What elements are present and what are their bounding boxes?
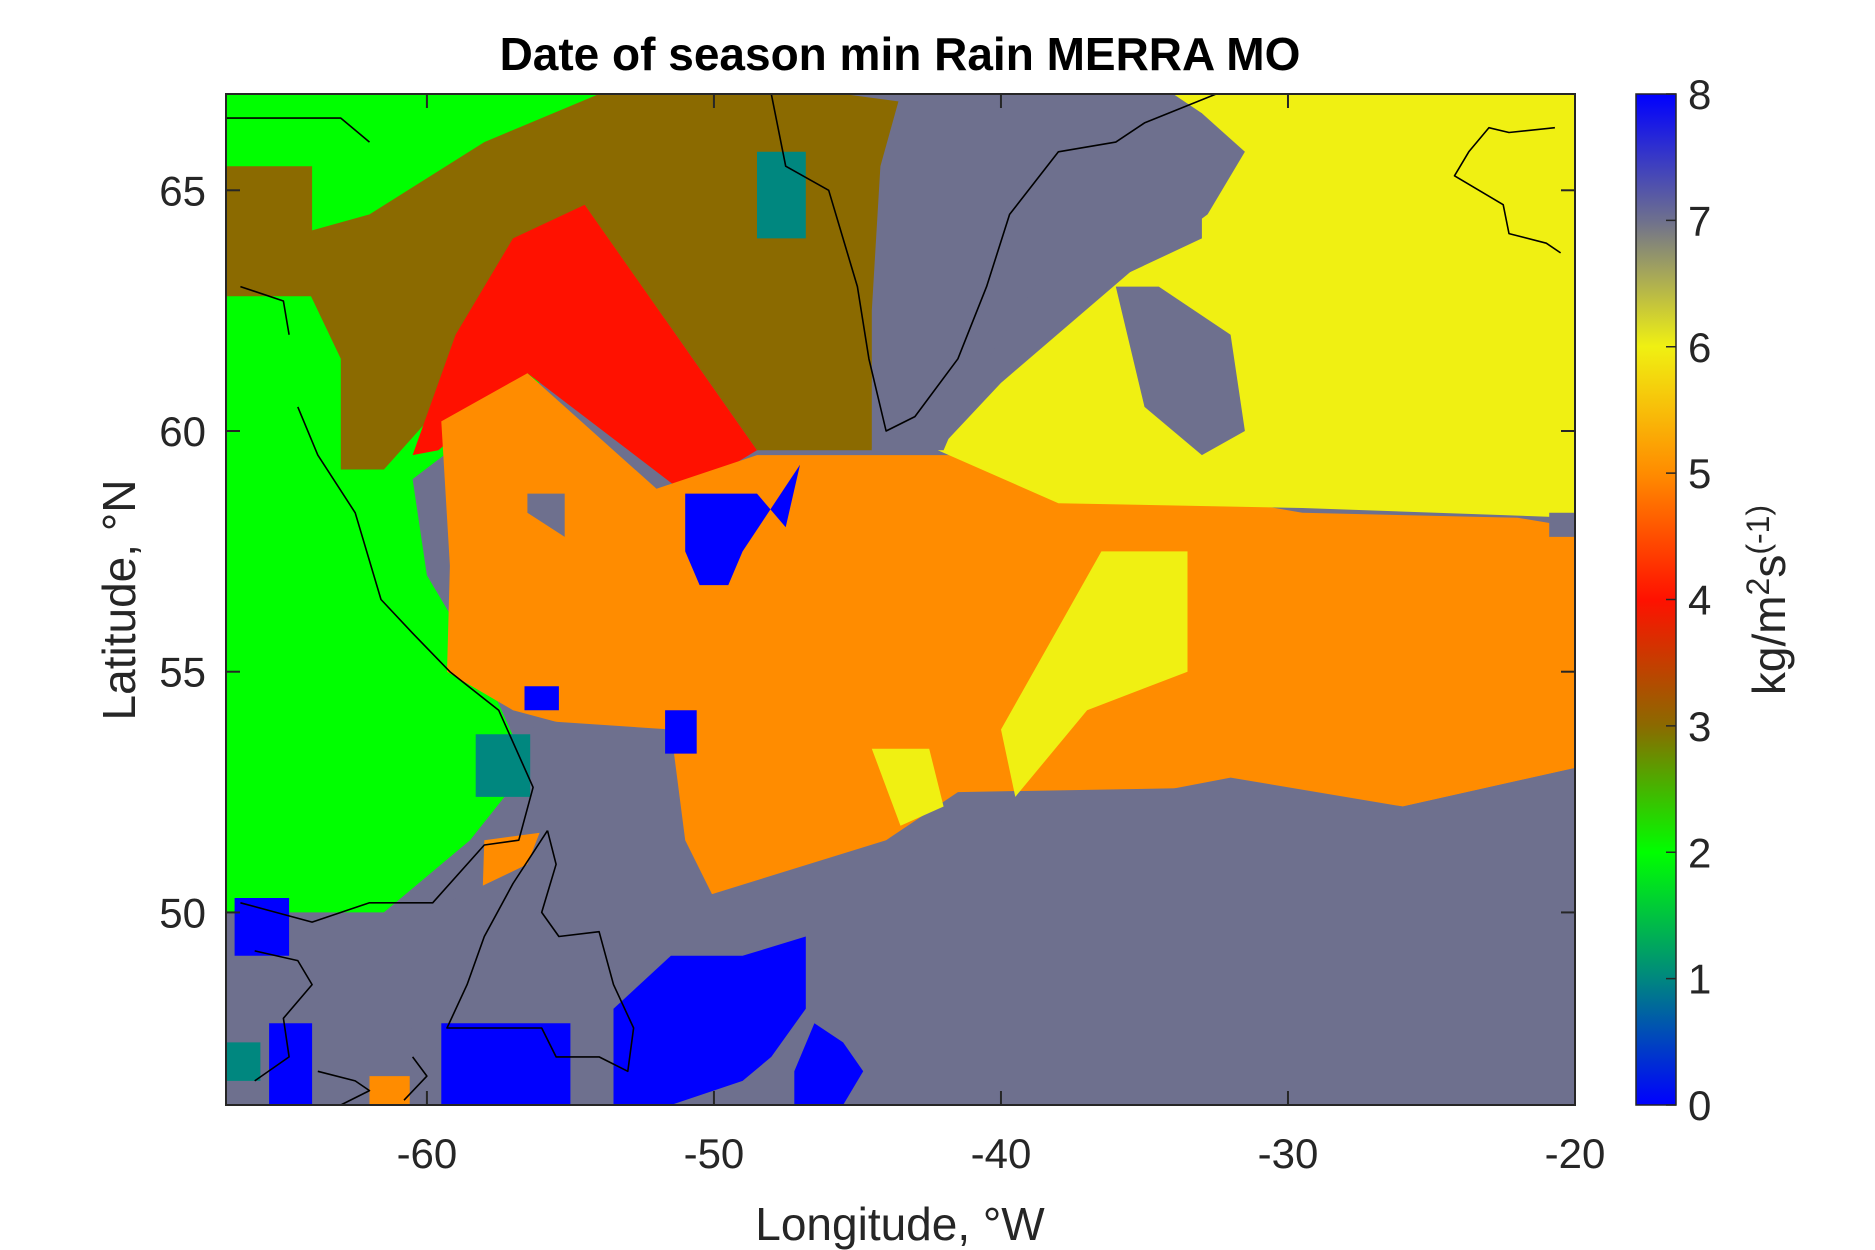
- colorbar-tick-label: 7: [1688, 197, 1711, 244]
- x-tick-label: -50: [684, 1130, 745, 1177]
- region-value-0: [613, 936, 806, 1105]
- coastline: [240, 285, 290, 335]
- chart-title: Date of season min Rain MERRA MO: [500, 28, 1301, 80]
- region-value-4: [412, 204, 757, 494]
- colorbar-tick-label: 5: [1688, 450, 1711, 497]
- y-axis-ticks: 50 55 60 65: [159, 167, 1575, 936]
- heatmap-regions: [226, 94, 1575, 1105]
- colorbar-tick-label: 6: [1688, 324, 1711, 371]
- coastline: [240, 406, 534, 923]
- region-value-1: [475, 734, 531, 797]
- colorbar-tick-label: 3: [1688, 703, 1711, 750]
- region-value-1: [226, 1042, 261, 1081]
- coastline: [1453, 126, 1562, 254]
- region-value-0: [234, 898, 290, 956]
- x-axis-ticks: -60 -50 -40 -30 -20: [397, 94, 1606, 1177]
- region-value-6: [1001, 551, 1188, 797]
- coastline: [317, 1070, 371, 1105]
- region-value-3: [226, 166, 313, 297]
- region-value-0: [269, 1023, 313, 1105]
- plot-frame: [225, 93, 1576, 1106]
- colorbar-tick-label: 0: [1688, 1082, 1711, 1129]
- x-tick-label: -20: [1545, 1130, 1606, 1177]
- region-value-7: [871, 94, 1202, 451]
- region-value-7: [1115, 286, 1245, 456]
- region-value-7: [254, 719, 1575, 1105]
- y-tick-label: 60: [159, 408, 206, 455]
- coastlines: [226, 94, 1562, 1105]
- colorbar-tick-label: 8: [1688, 71, 1711, 118]
- y-tick-label: 50: [159, 889, 206, 936]
- colorbar-tick-label: 4: [1688, 577, 1711, 624]
- coastline: [254, 950, 313, 1082]
- colorbar-label-superscript: 2: [1740, 578, 1776, 596]
- x-tick-label: -30: [1258, 1130, 1319, 1177]
- coastline: [446, 830, 635, 1073]
- region-value-1: [757, 151, 806, 239]
- colorbar-tick-label: 1: [1688, 956, 1711, 1003]
- region-value-7: [1549, 512, 1575, 537]
- colorbar-label-part: s: [1743, 555, 1795, 578]
- y-tick-label: 65: [159, 167, 206, 214]
- coastline: [403, 1056, 428, 1101]
- region-value-0: [524, 686, 559, 711]
- coastline: [226, 117, 371, 143]
- region-value-0: [685, 464, 800, 586]
- colorbar-ticks: 0 1 2 3 4 5 6 7 8: [1666, 71, 1711, 1129]
- region-value-0: [441, 1023, 571, 1105]
- region-value-0: [794, 1023, 864, 1105]
- region-value-6: [871, 748, 944, 826]
- y-axis-label: Latitude, °N: [93, 480, 145, 721]
- coastline: [770, 94, 1217, 432]
- x-tick-label: -60: [397, 1130, 458, 1177]
- colorbar-label-part: kg/m: [1743, 595, 1795, 695]
- region-value-5: [369, 1076, 410, 1105]
- colorbar-label-superscript: (-1): [1740, 505, 1776, 555]
- region-value-0: [665, 710, 697, 754]
- x-axis-label: Longitude, °W: [755, 1198, 1045, 1250]
- region-value-6: [937, 94, 1575, 518]
- colorbar-tick-label: 2: [1688, 829, 1711, 876]
- x-tick-label: -40: [971, 1130, 1032, 1177]
- colorbar-label: kg/m2s(-1): [1740, 505, 1795, 695]
- region-value-7: [527, 493, 565, 537]
- y-tick-label: 55: [159, 649, 206, 696]
